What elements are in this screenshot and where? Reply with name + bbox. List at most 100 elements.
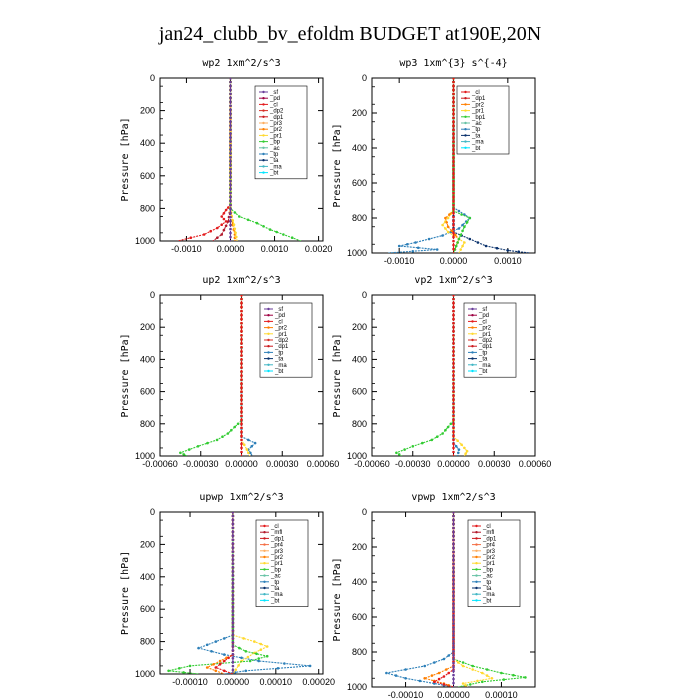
legend-marker (464, 134, 467, 137)
series-point (447, 671, 451, 675)
series-point (452, 196, 455, 199)
series-point (229, 215, 232, 219)
legend-entry: _bp (482, 567, 494, 573)
series-group (395, 295, 469, 456)
legend: _sf_pd_cl_dp2_dp1_pr3_pr2_pr1_bp_ac_tp_t… (254, 85, 308, 180)
legend-marker (464, 115, 467, 119)
series-point (452, 132, 455, 135)
x-tick-label: 0.00020 (302, 677, 335, 687)
legend-entry: _bt (478, 369, 488, 375)
series-point (205, 666, 209, 669)
series-point (404, 677, 407, 680)
legend: _sf_pd_cl_pr2_pr1_dp2_dp1_tp_ta_ma_bt (463, 302, 517, 378)
legend-marker (267, 369, 270, 373)
series-point (464, 684, 467, 687)
series-point (452, 681, 455, 685)
legend-entry: _dp1 (482, 536, 497, 542)
series-point (452, 128, 455, 131)
legend-entry: _cl (269, 102, 278, 108)
series-point (452, 542, 455, 546)
y-tick-label: 1000 (135, 669, 155, 679)
series-point (220, 215, 223, 218)
series-point (452, 92, 455, 96)
panel-4: vp2 1xm^2/s^3 Pressure [hPa] 0 200 400 600 800… (332, 275, 551, 469)
legend-marker (475, 562, 478, 565)
series-point (452, 626, 455, 629)
series-point (457, 451, 460, 455)
legend-marker (262, 134, 265, 137)
legend-marker (267, 314, 270, 317)
series-point (452, 346, 455, 349)
series-point (465, 449, 469, 453)
panel-title: wp2 1xm^2/s^3 (202, 58, 280, 69)
legend: _cl_mfl_dp1_pr4_pr3_pr2_pr1_bp_ac_tp_ta_… (467, 519, 521, 607)
series-point (229, 144, 232, 147)
series-point (231, 585, 235, 589)
series-point (231, 550, 235, 553)
series-point (188, 664, 192, 668)
series-point (481, 671, 484, 675)
legend-marker (471, 307, 474, 311)
series-point (452, 582, 455, 585)
series-point (414, 241, 417, 244)
series-point (240, 354, 243, 357)
series-point (229, 199, 232, 203)
series-point (452, 144, 455, 147)
legend-entry: _ac (269, 146, 280, 152)
series-point (259, 642, 263, 646)
legend-marker (262, 140, 265, 143)
series-point (220, 233, 223, 236)
series-point (229, 136, 232, 139)
series-point (452, 590, 455, 593)
legend-marker (471, 326, 474, 329)
series-point (247, 438, 250, 442)
legend-entry: _cl (270, 524, 279, 530)
series-point (452, 96, 455, 100)
legend-entry: _ac (471, 121, 482, 127)
series-point (461, 244, 464, 248)
series-point (240, 410, 243, 414)
legend-marker (471, 363, 474, 366)
series-point (231, 664, 235, 668)
x-tick-label: 0.00060 (519, 459, 552, 469)
series-point (240, 295, 243, 297)
y-tick-label: 400 (352, 143, 367, 153)
series-point (231, 518, 235, 522)
series-point (471, 664, 475, 668)
series-point (233, 425, 236, 429)
series-point (452, 550, 455, 554)
legend-marker (267, 357, 270, 360)
series-point (460, 443, 463, 447)
series-point (446, 216, 450, 220)
y-tick-label: 0 (150, 290, 155, 300)
series-point (230, 428, 233, 432)
legend-entry: _pr1 (274, 332, 288, 338)
legend-marker (475, 555, 478, 559)
legend-entry: _pr1 (482, 561, 496, 567)
legend-entry: _cl (478, 319, 487, 325)
series-point (240, 450, 243, 454)
series-point (231, 526, 235, 530)
series-point (452, 378, 455, 381)
series-point (452, 614, 455, 617)
series-point (452, 530, 455, 534)
series-point (232, 223, 236, 226)
series-point (452, 301, 455, 305)
series-point (240, 297, 243, 301)
y-tick-label: 800 (352, 419, 367, 429)
series-point (240, 656, 243, 660)
series-point (454, 244, 458, 248)
legend-marker (464, 109, 467, 112)
series-point (229, 108, 232, 112)
legend-entry: _pr3 (482, 549, 496, 555)
series-point (222, 217, 226, 221)
series-point (452, 243, 455, 247)
series-point (452, 618, 455, 621)
y-tick-label: 800 (352, 213, 367, 223)
legend-entry: _dp2 (269, 109, 284, 115)
legend-entry: _mfl (482, 530, 494, 536)
series-point (246, 655, 250, 659)
series-point (205, 643, 209, 647)
series-point (452, 602, 455, 605)
legend-entry: _ma (482, 592, 495, 598)
